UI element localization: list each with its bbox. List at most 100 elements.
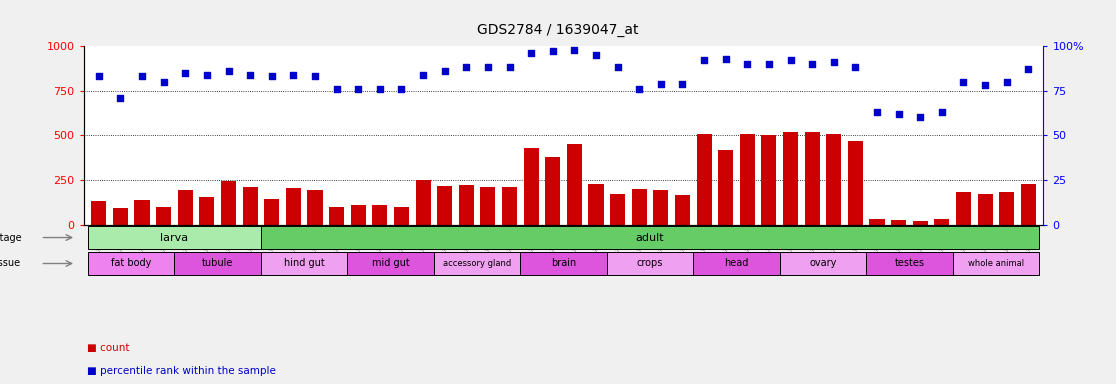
Bar: [200, 197, 214, 225]
Point: [976, 82, 994, 88]
Text: tubule: tubule: [202, 258, 233, 268]
Point: [198, 71, 215, 78]
Bar: [610, 194, 625, 225]
Text: development stage: development stage: [0, 233, 21, 243]
Point: [241, 71, 259, 78]
Bar: [286, 188, 301, 225]
Point: [435, 68, 453, 74]
Bar: [675, 195, 690, 225]
Bar: [480, 187, 496, 225]
Text: ovary: ovary: [809, 258, 837, 268]
Bar: [88, 252, 174, 275]
Text: ■ count: ■ count: [87, 343, 129, 353]
Bar: [546, 157, 560, 225]
Point: [90, 73, 108, 79]
Bar: [978, 194, 992, 225]
Point: [739, 61, 757, 67]
Bar: [373, 205, 387, 225]
Point: [328, 86, 346, 92]
Point: [263, 73, 281, 79]
Bar: [740, 134, 754, 225]
Point: [695, 57, 713, 63]
Text: crops: crops: [637, 258, 663, 268]
Bar: [459, 185, 474, 225]
Bar: [653, 190, 668, 225]
Bar: [520, 252, 607, 275]
Bar: [261, 252, 347, 275]
Bar: [696, 134, 712, 225]
Point: [781, 57, 799, 63]
Point: [760, 61, 778, 67]
Point: [285, 71, 302, 78]
Point: [652, 81, 670, 87]
Point: [371, 86, 388, 92]
Point: [587, 52, 605, 58]
Point: [912, 114, 930, 121]
Point: [608, 65, 626, 71]
Bar: [156, 207, 171, 225]
Bar: [437, 186, 452, 225]
Point: [306, 73, 324, 79]
Point: [543, 48, 561, 55]
Text: GDS2784 / 1639047_at: GDS2784 / 1639047_at: [478, 23, 638, 37]
Bar: [805, 132, 820, 225]
Point: [479, 65, 497, 71]
Bar: [783, 132, 798, 225]
Bar: [1021, 184, 1036, 225]
Point: [868, 109, 886, 115]
Point: [414, 71, 432, 78]
Point: [674, 81, 692, 87]
Bar: [869, 219, 885, 225]
Point: [112, 95, 129, 101]
Bar: [329, 207, 344, 225]
Text: ■ percentile rank within the sample: ■ percentile rank within the sample: [87, 366, 276, 376]
Text: tissue: tissue: [0, 258, 21, 268]
Text: adult: adult: [636, 233, 664, 243]
Point: [889, 111, 907, 117]
Point: [804, 61, 821, 67]
Text: fat body: fat body: [112, 258, 152, 268]
Bar: [956, 192, 971, 225]
Bar: [88, 226, 261, 249]
Bar: [934, 219, 950, 225]
Text: hind gut: hind gut: [283, 258, 325, 268]
Point: [1019, 66, 1037, 72]
Text: head: head: [724, 258, 749, 268]
Bar: [523, 148, 539, 225]
Text: whole animal: whole animal: [968, 259, 1024, 268]
Point: [522, 50, 540, 56]
Bar: [502, 187, 517, 225]
Bar: [242, 187, 258, 225]
Point: [954, 79, 972, 85]
Bar: [174, 252, 261, 275]
Bar: [999, 192, 1014, 225]
Bar: [632, 189, 647, 225]
Bar: [567, 144, 581, 225]
Bar: [780, 252, 866, 275]
Bar: [92, 201, 106, 225]
Bar: [347, 252, 434, 275]
Point: [846, 65, 864, 71]
Bar: [588, 184, 604, 225]
Bar: [607, 252, 693, 275]
Point: [566, 46, 584, 53]
Bar: [221, 181, 237, 225]
Bar: [415, 180, 431, 225]
Point: [349, 86, 367, 92]
Bar: [261, 226, 1039, 249]
Point: [631, 86, 648, 92]
Point: [933, 109, 951, 115]
Bar: [307, 190, 323, 225]
Point: [155, 79, 173, 85]
Bar: [264, 199, 279, 225]
Bar: [394, 207, 410, 225]
Text: testes: testes: [894, 258, 924, 268]
Bar: [113, 209, 128, 225]
Bar: [866, 252, 953, 275]
Bar: [953, 252, 1039, 275]
Point: [998, 79, 1016, 85]
Point: [501, 65, 519, 71]
Point: [458, 65, 475, 71]
Bar: [350, 205, 366, 225]
Text: larva: larva: [161, 233, 189, 243]
